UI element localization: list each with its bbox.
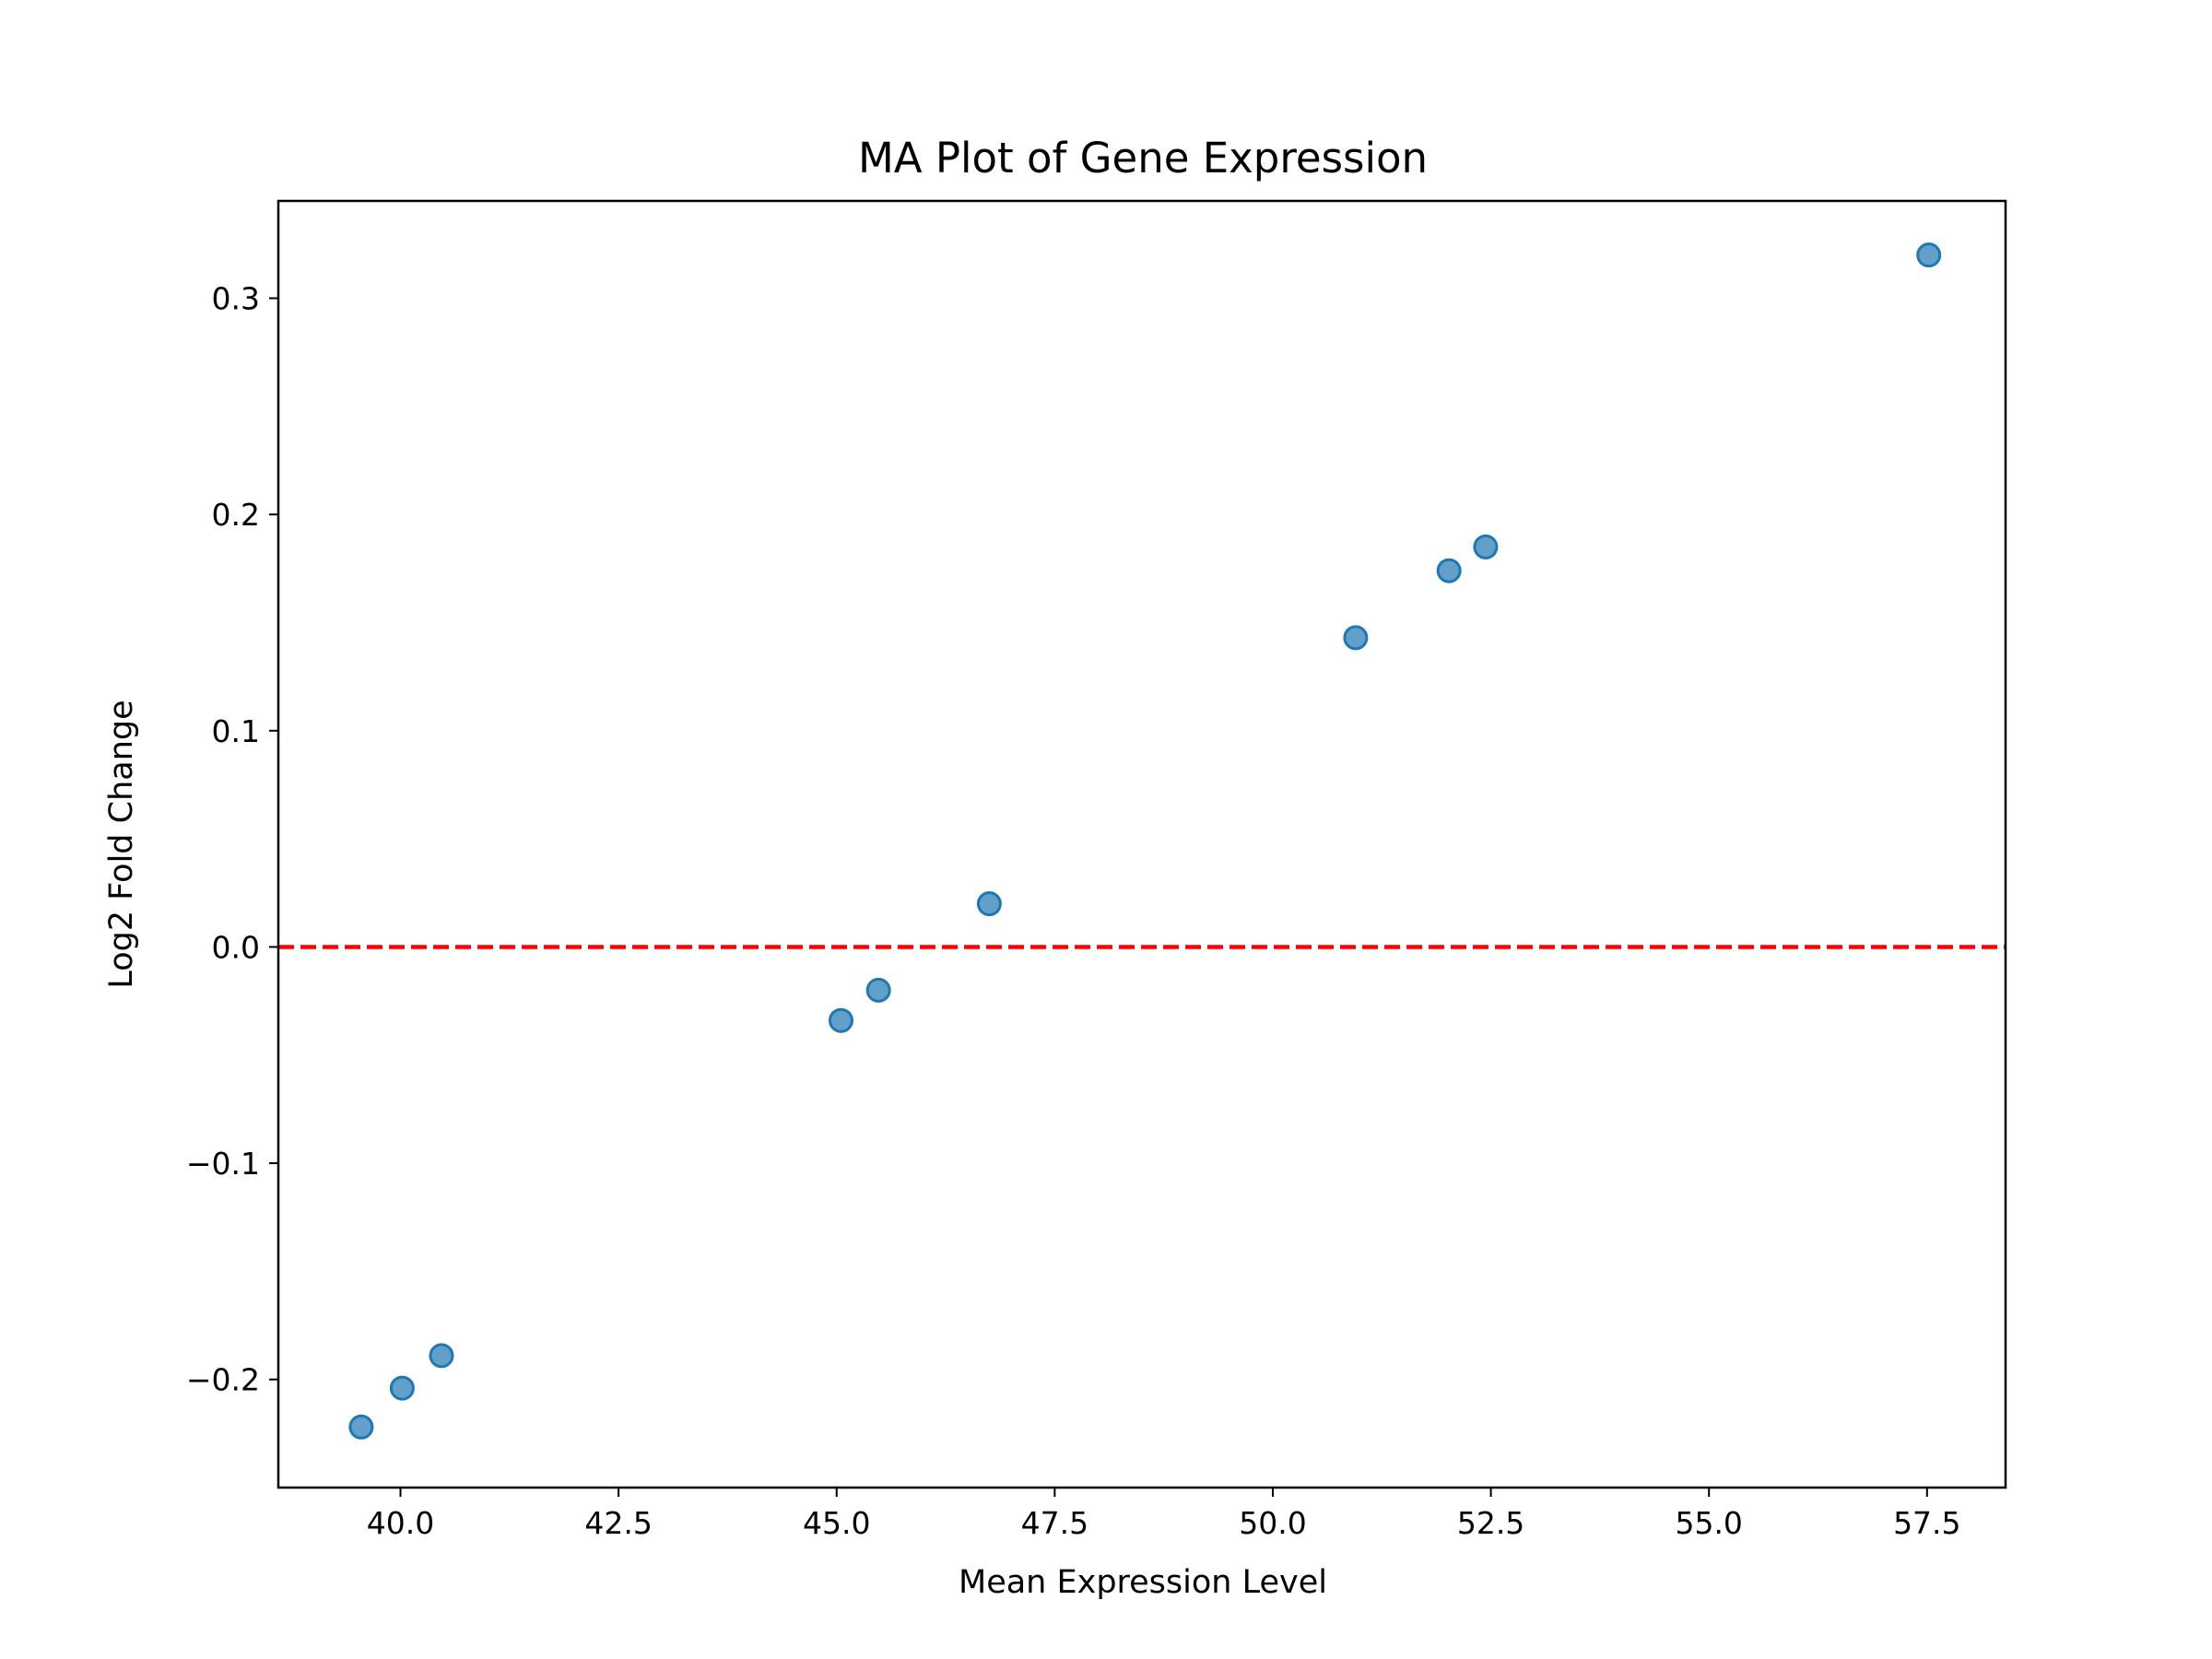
data-point [1916, 242, 1942, 268]
x-tick-label: 40.0 [367, 1505, 434, 1541]
x-tick-label: 42.5 [584, 1505, 652, 1541]
x-tick-label: 52.5 [1457, 1505, 1524, 1541]
y-tick-label: 0.1 [212, 713, 260, 749]
data-point [976, 891, 1002, 917]
y-axis: −0.2 −0.1 0.0 0.1 0.2 0.3 [186, 281, 278, 1398]
data-point [865, 977, 891, 1003]
chart-title: MA Plot of Gene Expression [858, 134, 1428, 182]
x-tick-label: 55.0 [1675, 1505, 1742, 1541]
x-axis: 40.0 42.5 45.0 47.5 50.0 52.5 55.0 57.5 [367, 1488, 1961, 1541]
y-axis-title: Log2 Fold Change [103, 700, 140, 988]
y-tick-label: −0.2 [186, 1362, 260, 1398]
x-tick-label: 50.0 [1239, 1505, 1306, 1541]
x-tick-label: 45.0 [803, 1505, 870, 1541]
x-axis-title: Mean Expression Level [959, 1564, 1327, 1601]
data-point [1343, 625, 1369, 651]
x-tick-label: 57.5 [1893, 1505, 1960, 1541]
x-tick-label: 47.5 [1021, 1505, 1088, 1541]
data-point [389, 1375, 415, 1401]
data-point [429, 1343, 454, 1369]
y-tick-label: 0.0 [212, 929, 260, 965]
data-point [1436, 558, 1462, 583]
y-tick-label: 0.3 [212, 281, 260, 317]
y-tick-label: −0.1 [186, 1146, 260, 1182]
plot-frame [276, 199, 2007, 1489]
data-point [348, 1414, 374, 1440]
plot-area [278, 242, 2006, 1440]
data-point [828, 1007, 853, 1033]
y-tick-label: 0.2 [212, 497, 260, 533]
data-point [1473, 534, 1499, 559]
